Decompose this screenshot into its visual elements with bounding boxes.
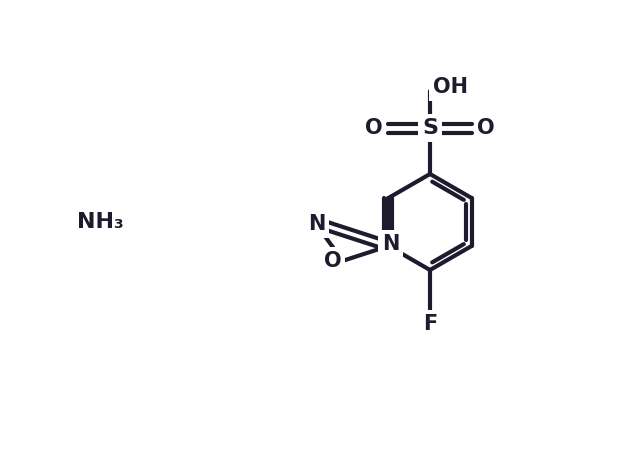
Text: O: O: [324, 251, 342, 271]
Text: O: O: [365, 118, 383, 138]
Text: S: S: [422, 118, 438, 138]
Text: OH: OH: [433, 77, 467, 97]
Text: NH₃: NH₃: [77, 212, 124, 232]
Text: O: O: [477, 118, 495, 138]
Text: N: N: [381, 234, 399, 254]
Text: F: F: [423, 314, 437, 334]
Text: N: N: [308, 214, 325, 234]
